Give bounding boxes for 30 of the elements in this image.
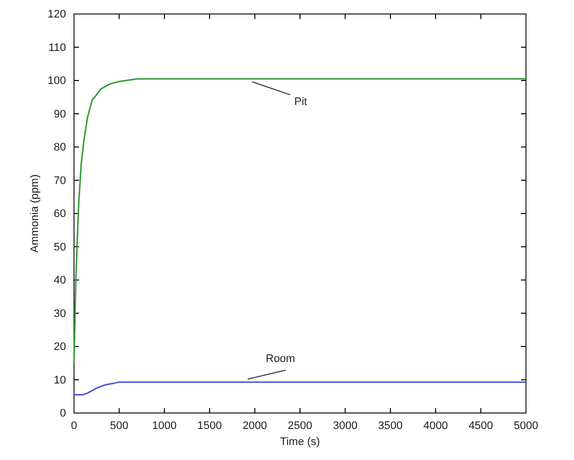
x-tick-label: 2500 (288, 420, 312, 432)
y-tick-label: 50 (54, 241, 66, 254)
y-tick-label: 10 (54, 374, 66, 386)
line-series (73, 78, 527, 364)
x-tick-label: 500 (110, 420, 128, 432)
y-tick-label: 90 (54, 108, 66, 120)
y-axis-title: Ammonia (ppm) (29, 174, 41, 253)
x-axis-title: Time (s) (280, 436, 320, 448)
x-tick-label: 1500 (197, 420, 222, 432)
annotation: Room (266, 353, 296, 366)
y-tick-label: 0 (60, 408, 66, 420)
y-tick-label: 40 (54, 274, 66, 287)
y-tick-label: 110 (48, 42, 66, 54)
y-tick-label: 70 (54, 174, 66, 187)
y-tick-label: 120 (48, 8, 66, 21)
y-tick-label: 100 (48, 75, 66, 88)
x-tick-label: 2000 (242, 420, 268, 432)
x-tick-label: 5000 (514, 420, 538, 432)
y-tick-label: 30 (54, 308, 66, 320)
x-tick-label: 4500 (468, 420, 494, 432)
x-tick-label: 1000 (152, 420, 177, 432)
y-tick-label: 20 (54, 341, 66, 354)
annotation: Pit (294, 96, 308, 108)
line-series (73, 381, 527, 396)
x-tick-label: 3500 (378, 420, 403, 432)
x-tick-label: 4000 (423, 420, 448, 432)
x-tick-label: 3000 (332, 420, 358, 432)
y-tick-label: 80 (54, 142, 66, 154)
y-tick-label: 60 (54, 208, 66, 220)
x-tick-label: 0 (70, 420, 78, 432)
